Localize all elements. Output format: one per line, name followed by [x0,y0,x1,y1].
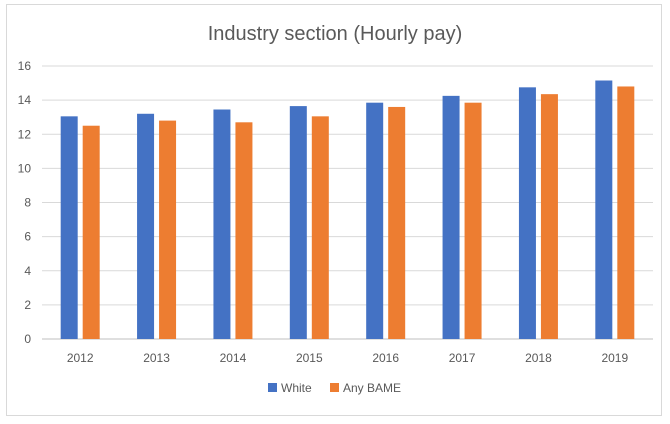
chart-title: Industry section (Hourly pay) [208,23,463,45]
y-tick-label: 10 [18,161,32,175]
y-tick-label: 8 [24,196,31,210]
bar-white-2019 [595,80,613,340]
legend: White Any BAME [268,381,401,395]
y-tick-label: 16 [18,59,32,73]
bar-white-2018 [518,87,536,339]
x-axis-ticks: 2012 2013 2014 2015 2016 2017 2018 2019 [67,351,629,365]
bar-any-bame-2018 [540,94,558,339]
y-tick-label: 4 [24,264,31,278]
bars [60,80,635,340]
legend-label: Any BAME [343,381,401,395]
bar-any-bame-2012 [82,125,100,339]
legend-swatch-any-bame [330,383,339,392]
legend-label: White [281,381,312,395]
bar-white-2015 [289,106,307,339]
gridlines [42,65,653,340]
y-axis-ticks: 0 2 4 6 8 10 12 14 16 [18,59,32,346]
x-tick-label: 2015 [296,351,323,365]
x-tick-label: 2014 [220,351,247,365]
bar-white-2017 [442,95,460,339]
x-tick-label: 2012 [67,351,94,365]
x-tick-label: 2017 [449,351,476,365]
y-tick-label: 6 [24,230,31,244]
bar-white-2014 [213,109,231,340]
y-tick-label: 12 [18,127,32,141]
bar-white-2016 [366,102,384,339]
x-tick-label: 2019 [601,351,628,365]
bar-any-bame-2013 [159,120,177,339]
y-tick-label: 0 [24,332,31,346]
bar-any-bame-2014 [235,122,253,340]
x-tick-label: 2018 [525,351,552,365]
bar-any-bame-2019 [617,86,635,339]
bar-white-2013 [137,113,155,340]
bar-any-bame-2016 [388,106,406,339]
bar-white-2012 [60,116,78,339]
x-tick-label: 2013 [143,351,170,365]
y-tick-label: 14 [18,93,32,107]
legend-swatch-white [268,383,277,392]
x-tick-label: 2016 [372,351,399,365]
bar-any-bame-2015 [311,116,329,339]
y-tick-label: 2 [24,298,31,312]
bar-any-bame-2017 [464,102,482,339]
